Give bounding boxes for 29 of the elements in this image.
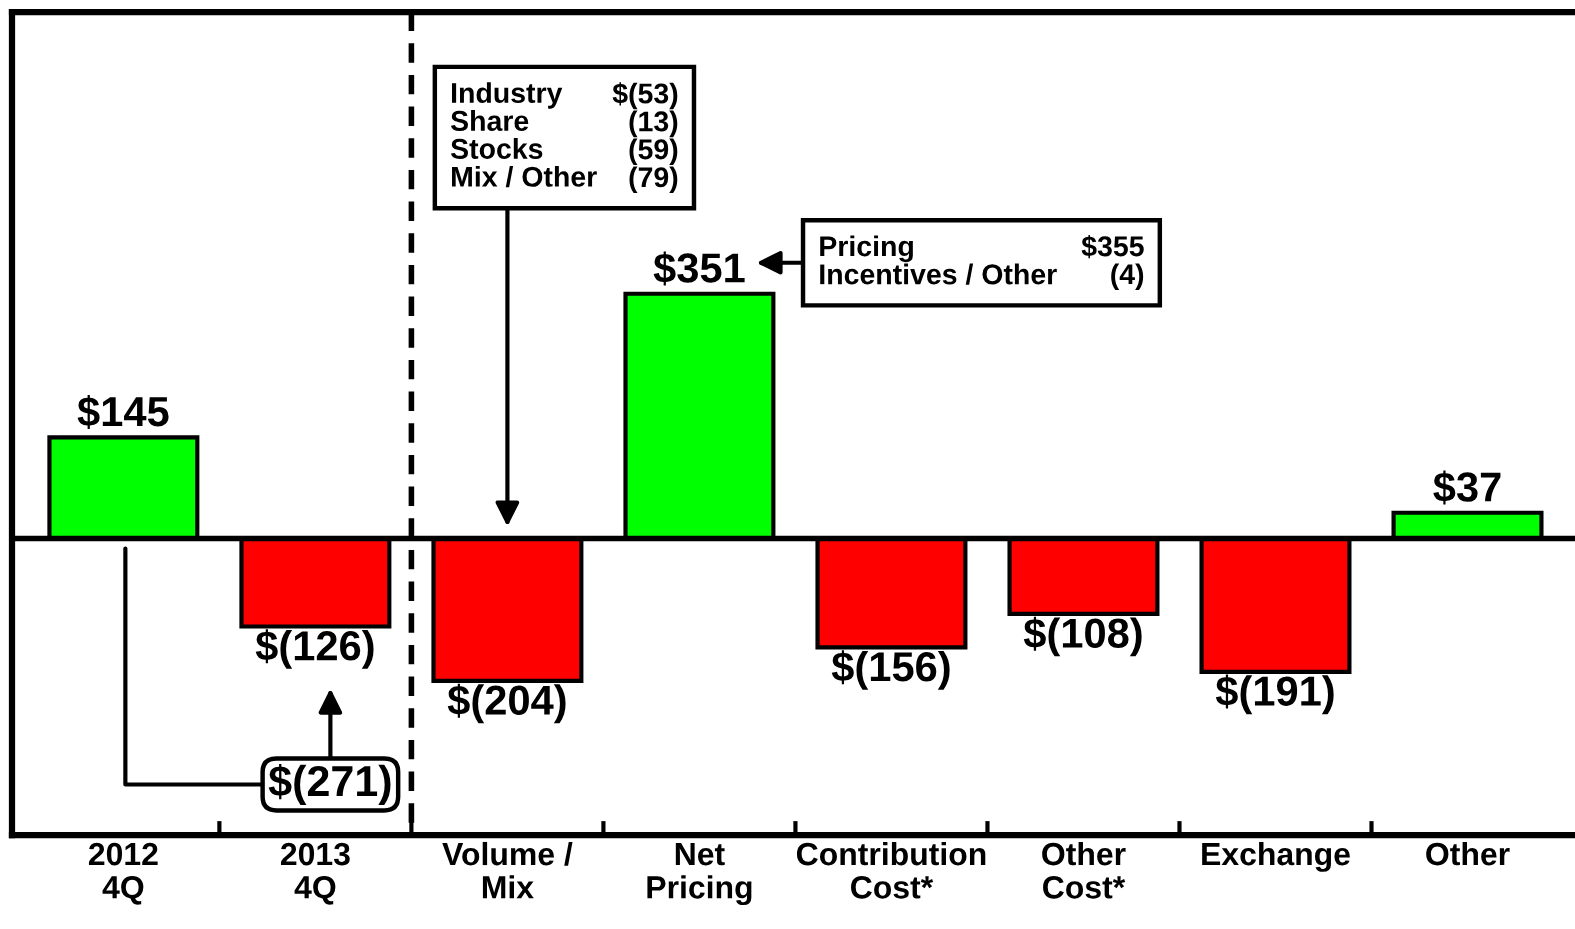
data-label: $(126)	[255, 629, 374, 669]
data-label: $(204)	[447, 683, 566, 724]
data-label: $145	[77, 395, 169, 430]
data-label: $351	[653, 251, 745, 286]
annotation: (79)	[629, 166, 678, 193]
annotation: $(271)	[268, 764, 391, 805]
annotation: $355	[1081, 234, 1144, 259]
x-tick-label: Exchange	[1202, 841, 1350, 872]
annotation: Share	[450, 110, 529, 132]
x-tick-label: Other Cost*	[1042, 841, 1126, 899]
data-label: $(108)	[1023, 616, 1142, 657]
annotation: (13)	[629, 110, 678, 138]
data-label: $(191)	[1215, 674, 1334, 715]
x-tick-label: 2013 4Q	[280, 842, 350, 905]
annotation: $(53)	[612, 82, 678, 110]
data-label: $(156)	[831, 650, 950, 690]
annotation: Stocks	[450, 138, 543, 159]
annotation: Pricing	[820, 235, 913, 263]
x-tick-label: Net Pricing	[647, 843, 752, 906]
annotation: Industry	[452, 82, 563, 109]
x-tick-label: Other	[1426, 841, 1510, 866]
annotation: Mix / Other	[452, 165, 597, 188]
annotation: Incentives / Other	[820, 263, 1057, 285]
x-tick-label: Volume / Mix	[442, 841, 573, 899]
x-tick-label: 2012 4Q	[88, 842, 158, 905]
x-tick-label: Contribution Cost*	[796, 841, 986, 899]
annotation: (59)	[629, 138, 678, 166]
annotation: (4)	[1111, 263, 1144, 290]
data-label: $37	[1433, 470, 1501, 505]
